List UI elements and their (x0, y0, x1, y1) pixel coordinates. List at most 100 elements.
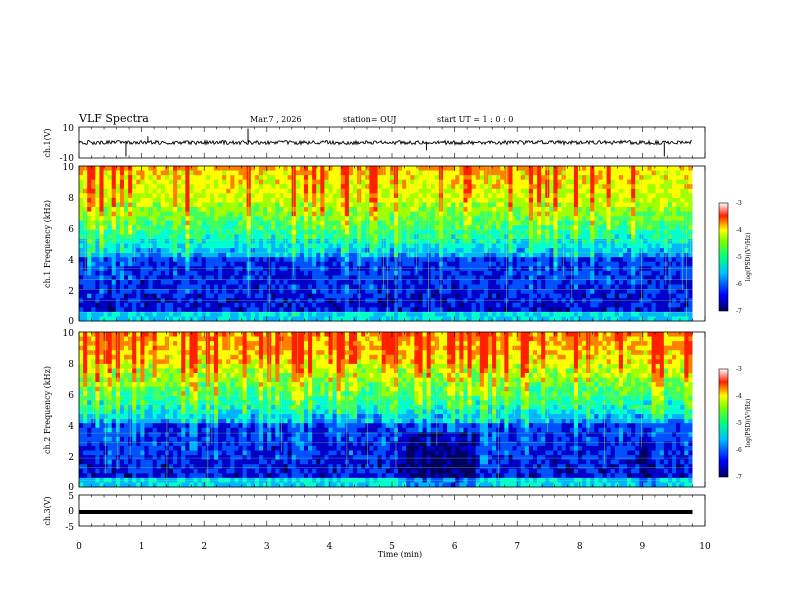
spectrogram-cell (258, 289, 264, 295)
spectrogram-cell (123, 193, 129, 199)
spectrogram-cell (406, 307, 411, 313)
spectrogram-cell (303, 179, 309, 185)
spectrogram-cell (586, 193, 591, 199)
spectrogram-cell (443, 243, 448, 249)
spectrogram-cell (140, 275, 145, 281)
spectrogram-cell (103, 202, 109, 208)
spectrogram-cell (218, 220, 223, 226)
spectrogram-cell (136, 243, 141, 249)
spectrogram-cell (406, 289, 411, 295)
spectrogram-cell (528, 184, 534, 190)
spectrogram-cell (606, 179, 612, 185)
spectrogram-cell (618, 179, 624, 185)
spectrogram-cell (140, 293, 145, 299)
spectrogram-cell (483, 266, 489, 272)
spectrogram-cell (553, 234, 558, 240)
spectrogram-cell (226, 279, 231, 285)
spectrogram-cell (655, 207, 661, 212)
spectrogram-cell (230, 284, 235, 290)
spectrogram-cell (91, 266, 96, 272)
spectrogram-cell (205, 311, 211, 317)
spectrogram-cell (622, 302, 628, 308)
spectrogram-cell (320, 279, 325, 285)
spectrogram-cell (234, 188, 239, 194)
spectrogram-cell (173, 275, 178, 281)
spectrogram-cell (197, 243, 203, 249)
spectrogram-cell (492, 248, 497, 254)
spectrogram-cell (95, 252, 100, 258)
spectrogram-cell (173, 307, 178, 313)
spectrogram-cell (123, 307, 129, 313)
spectrogram-cell (516, 261, 522, 267)
spectrogram-cell (79, 197, 84, 203)
spectrogram-cell (173, 188, 178, 194)
spectrogram-cell (230, 193, 235, 199)
spectrogram-cell (532, 179, 538, 185)
spectrogram-cell (250, 289, 256, 295)
spectrogram-cell (230, 238, 235, 244)
spectrogram-cell (451, 307, 456, 313)
spectrogram-cell (647, 188, 652, 194)
spectrogram-cell (181, 229, 186, 235)
spectrogram-cell (250, 311, 256, 317)
spectrogram-cell (181, 289, 186, 295)
spectrogram-cell (99, 275, 104, 281)
spectrogram-cell (156, 207, 162, 212)
spectrogram-cell (643, 293, 648, 299)
spectrogram-cell (140, 220, 145, 226)
spectrogram-cell (537, 220, 542, 226)
spectrogram-cell (516, 229, 522, 235)
spectrogram-cell (553, 229, 558, 235)
spectrogram-cell (328, 257, 333, 263)
spectrogram-cell (471, 234, 477, 240)
spectrogram-cell (299, 225, 305, 231)
spectrogram-cell (447, 302, 452, 308)
spectrogram-cell (549, 234, 554, 240)
spectrogram-cell (193, 266, 199, 272)
spectrogram-cell (479, 307, 485, 313)
spectrogram-cell (373, 279, 378, 285)
spectrogram-cell (263, 225, 268, 231)
spectrogram-cell (308, 179, 313, 185)
spectrogram-cell (553, 302, 558, 308)
spectrogram-cell (263, 243, 268, 249)
spectrogram-cell (369, 225, 374, 231)
spectrogram-cell (471, 211, 477, 217)
spectrogram-cell (549, 248, 554, 254)
spectrogram-cell (459, 307, 464, 313)
spectrogram-cell (213, 193, 219, 199)
spectrogram-cell (123, 248, 129, 254)
spectrogram-cell (492, 166, 497, 171)
spectrogram-cell (524, 238, 530, 244)
spectrogram-cell (455, 202, 460, 208)
spectrogram-cell (312, 307, 317, 313)
spectrogram-cell (447, 188, 452, 194)
spectrogram-cell (459, 216, 464, 222)
spectrogram-cell (659, 225, 665, 231)
spectrogram-cell (287, 302, 293, 308)
spectrogram-cell (606, 266, 612, 272)
spectrogram-cell (676, 175, 681, 181)
spectrogram-cell (128, 175, 133, 181)
spectrogram-cell (156, 229, 162, 235)
spectrogram-cell (119, 307, 125, 313)
spectrogram-cell (340, 248, 346, 254)
spectrogram-cell (459, 275, 464, 281)
spectrogram-cell (586, 202, 591, 208)
spectrogram-cell (140, 234, 145, 240)
spectrogram-cell (103, 257, 109, 263)
spectrogram-cell (242, 284, 248, 290)
spectrogram-cell (258, 225, 264, 231)
spectrogram-cell (205, 261, 211, 267)
spectrogram-cell (336, 261, 342, 267)
spectrogram-cell (271, 229, 276, 235)
spectrogram-cell (168, 207, 174, 212)
spectrogram-cell (676, 184, 681, 190)
spectrogram-cell (95, 225, 100, 231)
spectrogram-cell (115, 202, 121, 208)
spectrogram-cell (532, 284, 538, 290)
spectrogram-cell (263, 179, 268, 185)
spectrogram-cell (168, 293, 174, 299)
spectrogram-cell (590, 197, 595, 203)
spectrogram-cell (279, 279, 284, 285)
